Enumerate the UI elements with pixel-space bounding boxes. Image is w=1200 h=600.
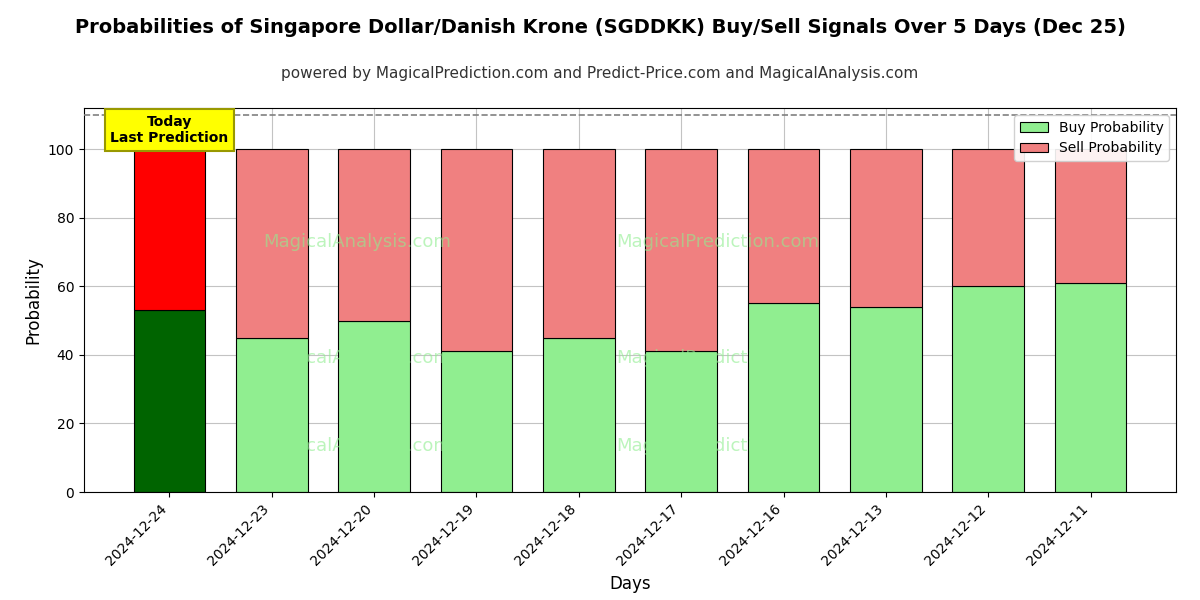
Bar bbox=[953, 286, 1024, 492]
Bar bbox=[1055, 149, 1127, 283]
Text: Probabilities of Singapore Dollar/Danish Krone (SGDDKK) Buy/Sell Signals Over 5 : Probabilities of Singapore Dollar/Danish… bbox=[74, 18, 1126, 37]
Legend: Buy Probability, Sell Probability: Buy Probability, Sell Probability bbox=[1014, 115, 1169, 161]
Bar bbox=[133, 149, 205, 310]
Bar bbox=[133, 310, 205, 492]
Bar bbox=[440, 352, 512, 492]
Bar bbox=[953, 149, 1024, 286]
Bar bbox=[544, 338, 614, 492]
Bar bbox=[338, 149, 410, 320]
Bar bbox=[236, 338, 307, 492]
Bar bbox=[646, 352, 716, 492]
Bar bbox=[236, 149, 307, 338]
Bar bbox=[544, 149, 614, 338]
Y-axis label: Probability: Probability bbox=[24, 256, 42, 344]
Text: MagicalAnalysis.com: MagicalAnalysis.com bbox=[263, 437, 451, 455]
Text: MagicalAnalysis.com: MagicalAnalysis.com bbox=[263, 233, 451, 251]
Text: MagicalPrediction.com: MagicalPrediction.com bbox=[616, 437, 818, 455]
Text: MagicalPrediction.com: MagicalPrediction.com bbox=[616, 349, 818, 367]
Text: MagicalAnalysis.com: MagicalAnalysis.com bbox=[263, 349, 451, 367]
X-axis label: Days: Days bbox=[610, 575, 650, 593]
Bar bbox=[748, 304, 820, 492]
Text: Today
Last Prediction: Today Last Prediction bbox=[110, 115, 228, 145]
Text: powered by MagicalPrediction.com and Predict-Price.com and MagicalAnalysis.com: powered by MagicalPrediction.com and Pre… bbox=[281, 66, 919, 81]
Bar bbox=[850, 307, 922, 492]
Bar bbox=[1055, 283, 1127, 492]
Bar bbox=[338, 320, 410, 492]
Text: MagicalPrediction.com: MagicalPrediction.com bbox=[616, 233, 818, 251]
Bar bbox=[646, 149, 716, 352]
Bar bbox=[850, 149, 922, 307]
Bar bbox=[748, 149, 820, 304]
Bar bbox=[440, 149, 512, 352]
